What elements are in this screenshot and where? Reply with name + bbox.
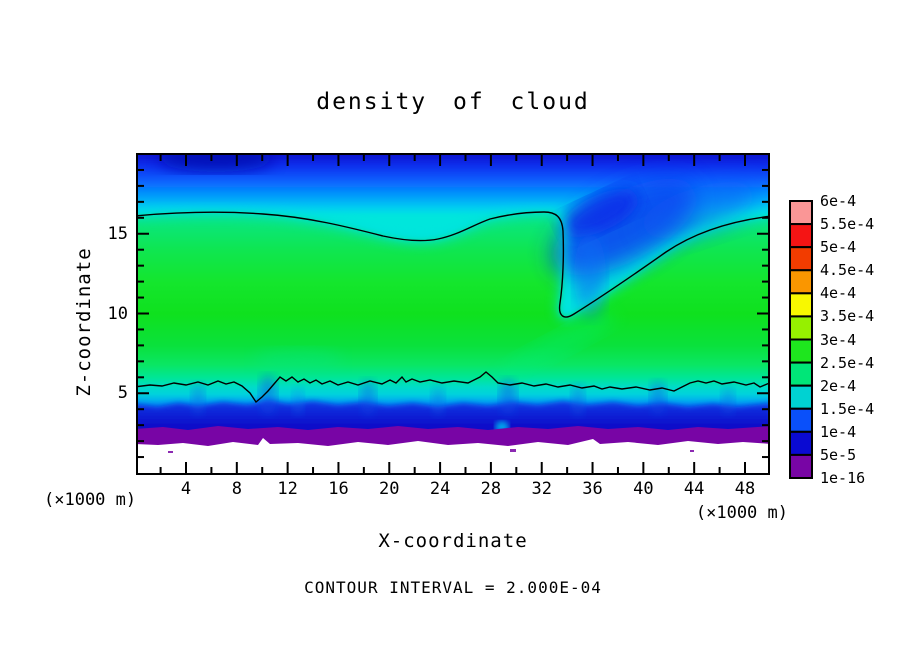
contour-field bbox=[138, 155, 768, 473]
colorbar-segment bbox=[789, 292, 813, 318]
x-axis-title: X-coordinate bbox=[378, 530, 528, 552]
colorbar-segment bbox=[789, 246, 813, 272]
terrain-white bbox=[138, 438, 768, 473]
plot-area bbox=[136, 153, 770, 475]
x-tick-label: 28 bbox=[480, 479, 502, 499]
colorbar-segment bbox=[789, 338, 813, 364]
contour-interval-note: CONTOUR INTERVAL = 2.000E-04 bbox=[304, 578, 602, 597]
colorbar-segment bbox=[789, 453, 813, 480]
z-tick-label: 15 bbox=[107, 223, 128, 244]
colorbar-label: 5e-4 bbox=[820, 238, 857, 257]
contour-line-upper bbox=[138, 211, 768, 318]
x-tick-label: 4 bbox=[180, 479, 192, 499]
colorbar bbox=[789, 200, 813, 480]
colorbar-label: 3.5e-4 bbox=[820, 307, 875, 326]
colorbar-segment bbox=[789, 315, 813, 341]
z-tick-label: 10 bbox=[107, 303, 128, 324]
blue-notch-blob bbox=[552, 178, 756, 317]
colorbar-label: 1e-4 bbox=[820, 422, 857, 441]
colorbar-segment bbox=[789, 269, 813, 295]
colorbar-segment bbox=[789, 361, 813, 387]
x-tick-label: 8 bbox=[231, 479, 242, 499]
colorbar-segment bbox=[789, 384, 813, 410]
contour-line-lower bbox=[138, 371, 768, 404]
x-unit-label-left: (×1000 m) bbox=[44, 490, 137, 510]
colorbar-label: 6e-4 bbox=[820, 192, 857, 210]
colorbar-segment bbox=[789, 200, 813, 226]
x-tick-label: 16 bbox=[328, 479, 349, 499]
x-tick-label: 12 bbox=[277, 479, 298, 499]
colorbar-label: 3e-4 bbox=[820, 330, 857, 349]
colorbar-label: 5e-5 bbox=[820, 445, 857, 464]
x-tick-label: 44 bbox=[683, 479, 705, 499]
colorbar-label: 5.5e-4 bbox=[820, 215, 875, 234]
colorbar-segment bbox=[789, 407, 813, 433]
z-tick-label: 5 bbox=[117, 383, 128, 404]
x-tick-label: 20 bbox=[379, 479, 400, 499]
x-tick-label: 24 bbox=[429, 479, 451, 499]
colorbar-label: 1e-16 bbox=[820, 469, 866, 487]
colorbar-segment bbox=[789, 430, 813, 456]
dark-top-left-spot bbox=[158, 155, 274, 172]
x-tick-label: 36 bbox=[582, 479, 603, 499]
axis-ticks bbox=[138, 155, 768, 473]
colorbar-label: 4e-4 bbox=[820, 284, 857, 303]
colorbar-label: 2.5e-4 bbox=[820, 353, 875, 372]
colorbar-segment bbox=[789, 223, 813, 249]
x-tick-label: 40 bbox=[633, 479, 654, 499]
x-tick-label: 32 bbox=[531, 479, 552, 499]
x-tick-label: 48 bbox=[734, 479, 756, 499]
x-unit-label-right: (×1000 m) bbox=[695, 503, 788, 523]
colorbar-label: 1.5e-4 bbox=[820, 399, 875, 418]
colorbar-label: 4.5e-4 bbox=[820, 261, 875, 280]
colorbar-label: 2e-4 bbox=[820, 376, 857, 395]
chart-title: density of cloud bbox=[316, 89, 590, 115]
